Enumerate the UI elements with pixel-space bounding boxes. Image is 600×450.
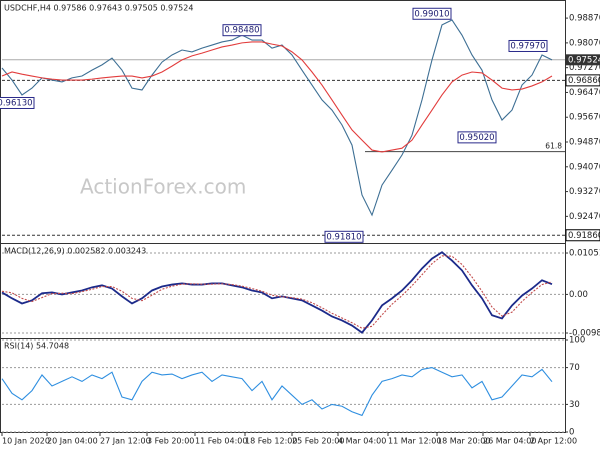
x-tick-label: 2 Apr 12:00 [530,437,577,446]
x-tick-label: 26 Mar 04:00 [483,437,536,446]
x-tick-label: 18 Feb 12:00 [245,437,297,446]
annotation-box [412,7,452,20]
level-box [565,229,600,242]
annotation-label: 0.97970 [510,41,545,51]
annotation-box [324,230,364,243]
series-line [1,367,553,417]
panel-title: RSI(14) 54.7048 [4,342,69,351]
annotation-label: 0.99010 [414,9,449,19]
y-tick-label: 100 [569,336,585,346]
level-label: 0.96860 [568,76,600,86]
x-tick-label: 11 Feb 04:00 [195,437,247,446]
y-tick-label: 0.00 [569,290,588,300]
fib-label: 61.8 [545,142,562,151]
annotation-label: 0.98480 [224,26,259,36]
level-box [565,74,600,87]
level-label: 0.91860 [568,231,600,241]
x-tick-label: 11 Mar 12:00 [388,437,441,446]
annotation-box [508,39,548,52]
annotation-label: 0.96130 [0,98,33,108]
annotation-box [457,131,497,144]
panel-frame [0,243,566,339]
series-line [1,255,553,329]
y-tick-label: 0.010513 [569,249,600,259]
y-tick-label: 70 [569,363,580,373]
series-line [1,41,553,153]
current-label: 0.97524 [568,55,600,65]
x-tick-label: 10 Jan 2020 [2,437,50,446]
x-tick-label: 25 Feb 20:00 [292,437,344,446]
panel-frame [0,0,566,244]
y-tick-label: 0 [569,428,574,438]
x-tick-label: 3 Feb 20:00 [147,437,194,446]
current-box [566,54,600,66]
x-tick-label: 4 Mar 04:00 [338,437,386,446]
series-line [1,251,553,334]
watermark: ActionForex.com [80,175,246,199]
annotation-label: 0.91810 [326,232,361,242]
panel-title: MACD(12,26,9) 0.002582 0.003243 [4,247,146,256]
panel-frame [0,338,566,433]
series-line [1,19,553,217]
annotation-box [222,24,262,37]
x-tick-label: 20 Jan 04:00 [47,437,98,446]
x-tick-label: 27 Jan 12:00 [100,437,151,446]
y-tick-label: -0.009804 [569,329,600,339]
annotation-label: 0.95020 [459,133,494,143]
x-tick-label: 18 Mar 20:00 [437,437,490,446]
panel-title: USDCHF,H4 0.97586 0.97643 0.97505 0.9752… [4,4,193,13]
annotation-box [0,96,35,109]
y-tick-label: 30 [569,400,580,410]
